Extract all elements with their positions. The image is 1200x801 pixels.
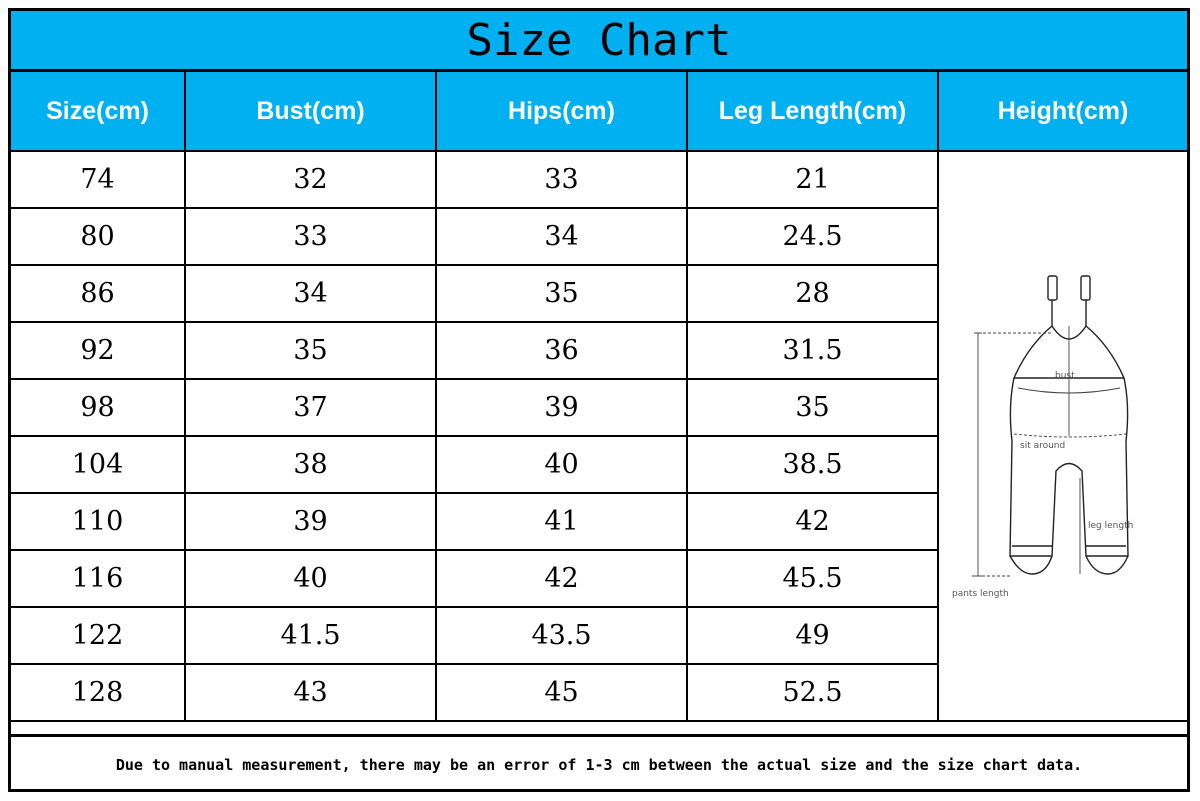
bust-cell: 35 [184,321,437,380]
size-cell: 128 [11,663,186,722]
hips-cell: 43.5 [435,606,688,665]
overalls-diagram-icon: bust sit around leg length pants length [952,275,1133,599]
table-row: 92 35 36 31.5 [11,321,1187,380]
size-cell: 86 [11,264,186,323]
bust-cell: 38 [184,435,437,494]
bust-cell: 43 [184,663,437,722]
leg-length-cell: 24.5 [686,207,938,266]
size-cell: 116 [11,549,186,608]
bust-cell: 40 [184,549,437,608]
size-cell: 98 [11,378,186,437]
size-cell: 92 [11,321,186,380]
bust-cell: 32 [184,150,437,209]
height-diagram-cell: bust sit around leg length pants length [937,150,1187,722]
diagram-label-leg-length: leg length [1088,521,1133,531]
table-row: 80 33 34 24.5 [11,207,1187,266]
bust-cell: 33 [184,207,437,266]
size-cell: 122 [11,606,186,665]
bust-cell: 34 [184,264,437,323]
table-row: 128 43 45 52.5 [11,663,1187,722]
table-row: 116 40 42 45.5 [11,549,1187,608]
table-row: 98 37 39 35 [11,378,1187,437]
leg-length-cell: 21 [686,150,939,209]
hips-cell: 42 [435,549,688,608]
hips-cell: 33 [435,150,688,209]
table-row: 74 32 33 21 bust sit around leg length pant… [11,150,1187,722]
size-cell: 74 [11,150,186,209]
table-row: 86 34 35 28 [11,264,1187,323]
size-cell: 104 [11,435,186,494]
bust-cell: 41.5 [184,606,437,665]
table-row: 122 41.5 43.5 49 [11,606,1187,665]
leg-length-cell: 49 [686,606,938,665]
header-bust: Bust(cm) [184,72,437,152]
hips-cell: 35 [435,264,688,323]
hips-cell: 34 [435,207,688,266]
hips-cell: 41 [435,492,688,551]
leg-length-cell: 28 [686,264,938,323]
header-leg-length: Leg Length(cm) [686,72,939,152]
table-row: 110 39 41 42 [11,492,1187,551]
leg-length-cell: 45.5 [686,549,938,608]
leg-length-cell: 52.5 [686,663,938,722]
leg-length-cell: 35 [686,378,938,437]
size-cell: 80 [11,207,186,266]
hips-cell: 36 [435,321,688,380]
size-table: Size(cm) Bust(cm) Hips(cm) Leg Length(cm… [11,72,1187,722]
diagram-label-sit-around: sit around [1020,441,1065,451]
diagram-label-bust: bust [1055,371,1075,381]
chart-title: Size Chart [11,11,1187,72]
hips-cell: 39 [435,378,688,437]
header-hips: Hips(cm) [435,72,688,152]
diagram-label-pants-length: pants length [952,589,1009,599]
leg-length-cell: 38.5 [686,435,938,494]
header-height: Height(cm) [937,72,1187,152]
header-row: Size(cm) Bust(cm) Hips(cm) Leg Length(cm… [11,72,1187,152]
hips-cell: 40 [435,435,688,494]
leg-length-cell: 31.5 [686,321,938,380]
table-row: 104 38 40 38.5 [11,435,1187,494]
leg-length-cell: 42 [686,492,938,551]
header-size: Size(cm) [11,72,186,152]
hips-cell: 45 [435,663,688,722]
bust-cell: 39 [184,492,437,551]
size-cell: 110 [11,492,186,551]
size-chart: Size Chart Size(cm) Bust(cm) Hips(cm) Le… [8,8,1190,792]
bust-cell: 37 [184,378,437,437]
measurement-note: Due to manual measurement, there may be … [11,734,1187,792]
